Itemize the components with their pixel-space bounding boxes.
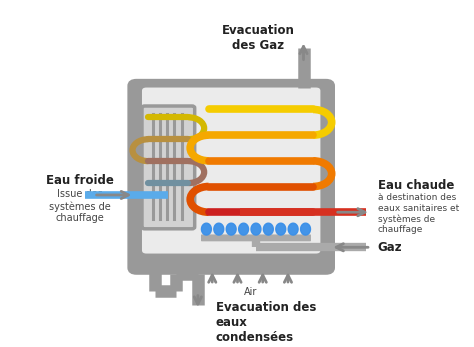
Polygon shape (264, 223, 273, 235)
Polygon shape (201, 223, 211, 235)
Polygon shape (288, 223, 298, 235)
Text: Evacuation des
eaux
condensées: Evacuation des eaux condensées (216, 301, 316, 344)
Text: Eau froide: Eau froide (46, 174, 114, 187)
FancyBboxPatch shape (201, 235, 311, 241)
Text: Gaz: Gaz (378, 241, 402, 254)
Polygon shape (238, 223, 248, 235)
Polygon shape (226, 223, 236, 235)
Text: Air: Air (244, 287, 257, 297)
Text: Eau chaude: Eau chaude (378, 179, 454, 192)
FancyBboxPatch shape (142, 87, 320, 254)
Polygon shape (214, 223, 224, 235)
FancyBboxPatch shape (130, 81, 333, 272)
FancyBboxPatch shape (142, 106, 195, 229)
Text: Evacuation
des Gaz: Evacuation des Gaz (222, 24, 295, 51)
Polygon shape (251, 223, 261, 235)
Text: Issue des
systèmes de
chauffage: Issue des systèmes de chauffage (49, 189, 111, 223)
Polygon shape (301, 223, 310, 235)
Polygon shape (276, 223, 286, 235)
Text: à destination des
eaux sanitaires et
systèmes de
chauffage: à destination des eaux sanitaires et sys… (378, 193, 459, 234)
